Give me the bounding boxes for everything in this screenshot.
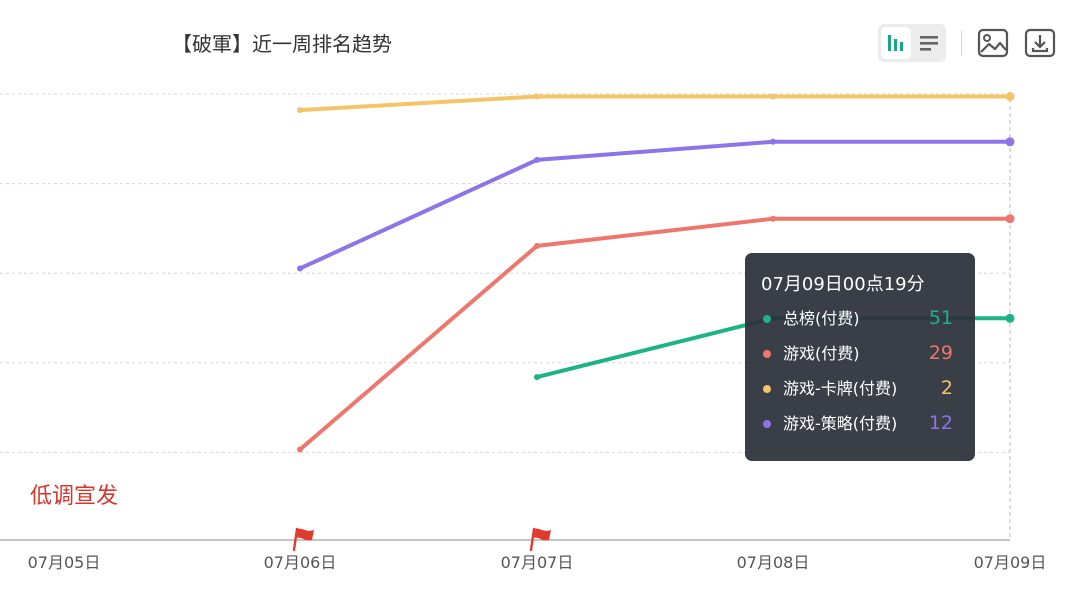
save-image-button[interactable] (977, 27, 1009, 59)
x-tick-label: 07月08日 (737, 553, 810, 572)
tooltip-row: 游戏(付费) 29 (761, 336, 959, 371)
tooltip-series-name: 游戏(付费) (783, 344, 860, 363)
event-flag-marker[interactable] (291, 526, 317, 552)
series-dot-icon (763, 420, 771, 428)
data-point[interactable] (534, 93, 540, 100)
tooltip-series-name: 总榜(付费) (783, 309, 860, 328)
series-dot-icon (763, 350, 771, 358)
data-point[interactable] (534, 374, 540, 381)
event-flag-marker[interactable] (528, 526, 554, 552)
watermark: 低调宣发 (30, 484, 119, 509)
data-point[interactable] (1005, 214, 1015, 224)
tooltip-series-value: 2 (940, 377, 953, 399)
tooltip-series-value: 12 (928, 412, 953, 434)
tooltip-series-name: 游戏-策略(付费) (783, 414, 898, 433)
chart-title: 【破軍】近一周排名趋势 (172, 32, 392, 56)
x-tick-label: 07月09日 (974, 553, 1047, 572)
series-dot-icon (763, 315, 771, 323)
tooltip-time: 07月09日00点19分 (761, 274, 925, 295)
series-line-1 (298, 216, 1012, 452)
tooltip-series-value: 29 (928, 342, 953, 364)
data-point[interactable] (770, 138, 776, 145)
data-point[interactable] (534, 156, 540, 163)
bar-chart-icon (888, 35, 903, 51)
data-point[interactable] (297, 446, 303, 453)
series-dot-icon (763, 385, 771, 393)
series-line-2 (298, 94, 1012, 113)
tooltip-series-value: 51 (928, 307, 953, 329)
list-view-button[interactable] (914, 27, 946, 59)
toolbar-divider (961, 30, 962, 56)
series-line-3 (298, 139, 1012, 271)
tooltip-row: 总榜(付费) 51 (761, 301, 959, 336)
image-icon (977, 28, 1009, 58)
data-point[interactable] (534, 242, 540, 249)
data-point[interactable] (1005, 92, 1015, 102)
chart-tooltip: 07月09日00点19分 总榜(付费) 51 游戏(付费) 29 游戏-卡牌(付费) 2 游… (745, 253, 975, 461)
download-icon (1024, 28, 1056, 58)
data-point[interactable] (297, 265, 303, 272)
download-button[interactable] (1024, 27, 1056, 59)
list-icon (920, 36, 938, 51)
data-point[interactable] (1005, 137, 1015, 147)
data-point[interactable] (770, 93, 776, 100)
bar-view-button[interactable] (881, 27, 911, 59)
tooltip-row: 游戏-卡牌(付费) 2 (761, 371, 959, 406)
flag-icon (292, 527, 314, 552)
x-tick-label: 07月06日 (264, 553, 337, 572)
tooltip-series-name: 游戏-卡牌(付费) (783, 379, 898, 398)
view-toggle-group[interactable] (878, 24, 946, 62)
x-tick-label: 07月07日 (501, 553, 574, 572)
flag-icon (529, 527, 551, 552)
data-point[interactable] (770, 215, 776, 222)
data-point[interactable] (297, 107, 303, 114)
data-point[interactable] (1005, 313, 1015, 323)
x-tick-label: 07月05日 (28, 553, 101, 572)
tooltip-row: 游戏-策略(付费) 12 (761, 406, 959, 441)
